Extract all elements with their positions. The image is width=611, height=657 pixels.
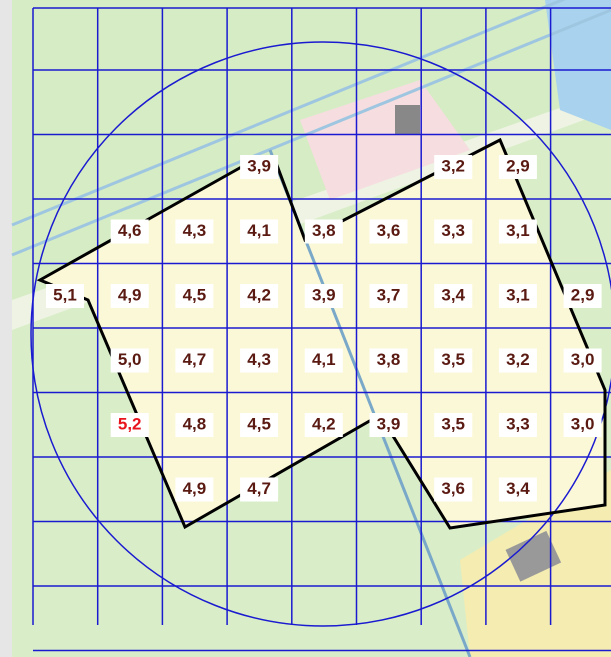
cell-value: 5,1 xyxy=(53,285,77,304)
label-box xyxy=(175,413,214,437)
cell-value: 4,1 xyxy=(312,350,336,369)
cell-value: 3,1 xyxy=(506,285,530,304)
cell-value: 4,5 xyxy=(183,285,207,304)
label-box xyxy=(498,155,537,179)
cell-value: 3,0 xyxy=(571,350,595,369)
label-box xyxy=(175,477,214,502)
label-box xyxy=(369,413,408,437)
label-box xyxy=(46,284,84,308)
cell-value: 3,9 xyxy=(312,285,336,304)
label-box xyxy=(110,284,149,308)
cell-value: 2,9 xyxy=(571,285,595,304)
cell-value: 3,6 xyxy=(377,221,401,240)
label-box xyxy=(110,348,149,373)
cell-value: 4,2 xyxy=(247,285,271,304)
cell-value: 4,3 xyxy=(183,221,207,240)
label-box xyxy=(498,413,537,437)
cell-value: 3,3 xyxy=(506,414,530,433)
label-box xyxy=(175,219,214,244)
cell-value: 3,7 xyxy=(377,285,401,304)
labels: 3,9 3,2 2,9 4,6 4,3 4,1 3,8 3,6 3,3 3,1 5,1 4,9 4,5 4… xyxy=(46,155,602,502)
cell-value: 3,8 xyxy=(312,221,336,240)
grid xyxy=(32,7,611,652)
label-box xyxy=(240,477,279,502)
building xyxy=(395,105,420,135)
road xyxy=(11,0,611,257)
label-box xyxy=(498,284,537,308)
cell-value: 3,2 xyxy=(441,156,465,175)
label-box xyxy=(304,284,343,308)
water xyxy=(545,0,611,130)
label-box xyxy=(434,413,473,437)
cell-value: 4,9 xyxy=(118,285,142,304)
cell-value: 4,8 xyxy=(183,414,207,433)
cell-value: 4,9 xyxy=(183,479,207,498)
cell-value: 3,5 xyxy=(441,350,465,369)
cell-value: 4,7 xyxy=(247,479,271,498)
cell-value: 4,1 xyxy=(247,221,271,240)
label-box xyxy=(369,284,408,308)
cell-value: 4,2 xyxy=(312,414,336,433)
label-box xyxy=(498,477,537,502)
cell-value: 3,1 xyxy=(506,221,530,240)
label-box xyxy=(434,219,473,244)
label-box xyxy=(563,284,602,308)
cell-value: 4,3 xyxy=(247,350,271,369)
label-box xyxy=(434,477,473,502)
label-box xyxy=(110,413,149,437)
label-box xyxy=(563,413,602,437)
cell-value: 3,5 xyxy=(441,414,465,433)
label-box xyxy=(369,219,408,244)
label-box xyxy=(434,348,473,373)
cell-value: 3,6 xyxy=(441,479,465,498)
cell-value: 5,2 xyxy=(118,414,142,433)
radius-circle xyxy=(30,41,611,627)
cell-value: 5,0 xyxy=(118,350,142,369)
label-box xyxy=(240,284,279,308)
label-box xyxy=(304,219,343,244)
cell-value: 3,9 xyxy=(247,156,271,175)
label-box xyxy=(434,155,473,179)
label-box xyxy=(175,348,214,373)
label-box xyxy=(110,219,149,244)
cell-value: 3,4 xyxy=(441,285,465,304)
cell-value: 3,8 xyxy=(377,350,401,369)
cell-value: 4,6 xyxy=(118,221,142,240)
cell-value: 3,9 xyxy=(377,414,401,433)
building xyxy=(505,530,562,582)
label-box xyxy=(240,348,279,373)
pink-area xyxy=(300,80,470,200)
label-box xyxy=(240,413,279,437)
label-box xyxy=(240,155,279,179)
cell-value: 3,3 xyxy=(441,221,465,240)
cell-value: 3,4 xyxy=(506,479,530,498)
cell-value: 4,7 xyxy=(183,350,207,369)
label-box xyxy=(498,348,537,373)
cell-value: 3,0 xyxy=(571,414,595,433)
cell-value: 2,9 xyxy=(506,156,530,175)
label-box xyxy=(304,348,343,373)
label-box xyxy=(498,219,537,244)
label-box xyxy=(369,348,408,373)
label-box xyxy=(240,219,279,244)
label-box xyxy=(563,348,602,373)
cell-value: 4,5 xyxy=(247,414,271,433)
label-box xyxy=(434,284,473,308)
label-box xyxy=(175,284,214,308)
cell-value: 3,2 xyxy=(506,350,530,369)
label-box xyxy=(304,413,343,437)
ruler xyxy=(0,0,12,657)
